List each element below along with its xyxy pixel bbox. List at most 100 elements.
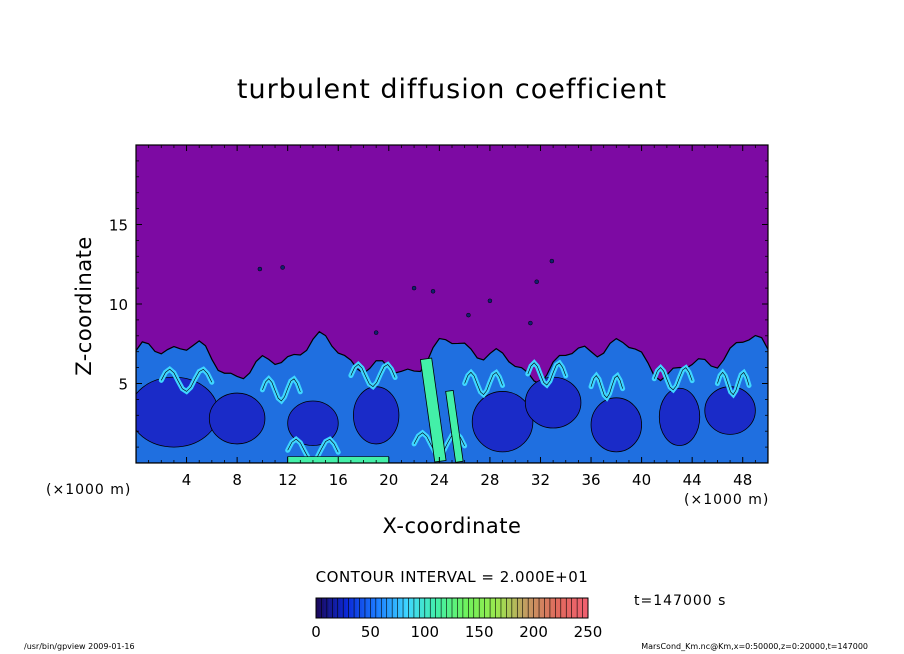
colorbar-cell bbox=[566, 598, 570, 618]
colorbar-cell bbox=[427, 598, 431, 618]
swirl-contour bbox=[350, 364, 396, 388]
x-tick-label: 36 bbox=[581, 471, 600, 489]
colorbar-cell bbox=[490, 598, 494, 618]
colorbar-cell bbox=[392, 598, 396, 618]
swirl-contour bbox=[653, 367, 693, 391]
y-tick-label: 5 bbox=[118, 376, 128, 394]
swirl-contour bbox=[262, 378, 301, 402]
y-tick-label: 15 bbox=[109, 217, 128, 235]
colorbar-cell bbox=[443, 598, 447, 618]
x-axis-ticks: 4 8 12 16 20 24 28 32 36 40 44 48 bbox=[148, 145, 756, 489]
eddy bbox=[208, 392, 266, 445]
colorbar-cell bbox=[367, 598, 371, 618]
colorbar-cell bbox=[400, 598, 404, 618]
swirl-contour bbox=[527, 362, 567, 386]
colorbar-cell bbox=[324, 598, 328, 618]
colorbar-cell bbox=[397, 598, 401, 618]
colorbar-cell bbox=[571, 598, 575, 618]
colorbar-cell bbox=[343, 598, 347, 618]
speck bbox=[430, 289, 436, 294]
colorbar-cell bbox=[351, 598, 355, 618]
colorbar-cell bbox=[549, 598, 553, 618]
colorbar-cell bbox=[432, 598, 436, 618]
y-axis-ticks: 5 10 15 bbox=[109, 160, 768, 448]
colorbar-cell bbox=[498, 598, 502, 618]
x-tick-label: 32 bbox=[531, 471, 550, 489]
eddy bbox=[471, 391, 534, 453]
colorbar-cell bbox=[528, 598, 532, 618]
x-unit-label-left: (×1000 m) bbox=[46, 482, 132, 498]
colorbar-cell bbox=[552, 598, 556, 618]
contour-interval-text: CONTOUR INTERVAL = 2.000E+01 bbox=[315, 568, 589, 586]
colorbar-tick-label: 250 bbox=[574, 623, 603, 641]
colorbar-cell bbox=[446, 598, 450, 618]
colorbar-cell bbox=[321, 598, 325, 618]
colorbar-cell bbox=[506, 598, 510, 618]
colorbar-cell bbox=[348, 598, 352, 618]
x-unit-label-right: (×1000 m) bbox=[684, 492, 770, 508]
eddy bbox=[590, 397, 642, 453]
colorbar-cell bbox=[487, 598, 491, 618]
y-tick-label: 10 bbox=[109, 296, 128, 314]
colorbar-cell bbox=[438, 598, 442, 618]
colorbar-cell bbox=[337, 598, 341, 618]
speck bbox=[528, 320, 533, 326]
colorbar-cell bbox=[435, 598, 439, 618]
colorbar-cell bbox=[356, 598, 360, 618]
colorbar-cell bbox=[430, 598, 434, 618]
footer-program-info: /usr/bin/gpview 2009-01-16 bbox=[24, 642, 135, 651]
y-axis-label: Z-coordinate bbox=[72, 236, 96, 376]
colorbar-cell bbox=[544, 598, 548, 618]
swirl-contour bbox=[717, 371, 750, 396]
colorbar-cell bbox=[424, 598, 428, 618]
x-tick-label: 24 bbox=[430, 471, 449, 489]
colorbar-tick-label: 200 bbox=[519, 623, 548, 641]
colorbar-cell bbox=[457, 598, 461, 618]
plume bbox=[419, 357, 447, 463]
x-axis-label: X-coordinate bbox=[382, 514, 522, 538]
colorbar-cell bbox=[462, 598, 466, 618]
time-text: t=147000 s bbox=[634, 593, 727, 609]
speck bbox=[487, 298, 493, 304]
swirl-contour bbox=[161, 368, 213, 392]
colorbar-cell bbox=[533, 598, 537, 618]
speck bbox=[534, 279, 539, 284]
colorbar-cell bbox=[547, 598, 551, 618]
colorbar-cell bbox=[449, 598, 453, 618]
colorbar-cell bbox=[416, 598, 420, 618]
colorbar-cell bbox=[563, 598, 567, 618]
colorbar-cell bbox=[405, 598, 409, 618]
colorbar-cell bbox=[541, 598, 545, 618]
swirl-contour bbox=[590, 375, 623, 399]
colorbar-cell bbox=[471, 598, 475, 618]
colorbar-cell bbox=[530, 598, 534, 618]
speck bbox=[549, 258, 555, 264]
colorbar-cell bbox=[492, 598, 496, 618]
colorbar-tick-label: 100 bbox=[410, 623, 439, 641]
colorbar-cell bbox=[373, 598, 377, 618]
colorbar-frame bbox=[315, 597, 589, 619]
x-tick-label: 48 bbox=[733, 471, 752, 489]
colorbar-cell bbox=[381, 598, 385, 618]
colorbar-cell bbox=[473, 598, 477, 618]
colorbar-cell bbox=[452, 598, 456, 618]
colorbar-cell bbox=[394, 598, 398, 618]
colorbar-cell bbox=[574, 598, 578, 618]
x-tick-label: 4 bbox=[182, 471, 192, 489]
colorbar-cell bbox=[558, 598, 562, 618]
speck bbox=[280, 265, 285, 270]
colorbar-cell bbox=[370, 598, 374, 618]
colorbar-cell bbox=[465, 598, 469, 618]
eddy bbox=[658, 387, 701, 446]
colorbar-cell bbox=[354, 598, 358, 618]
turbulence-field bbox=[136, 258, 768, 463]
colorbar-cell bbox=[500, 598, 504, 618]
colorbar-cell bbox=[511, 598, 515, 618]
colorbar-cell bbox=[468, 598, 472, 618]
colorbar-cell bbox=[525, 598, 529, 618]
colorbar-cell bbox=[441, 598, 445, 618]
colorbar-cell bbox=[413, 598, 417, 618]
colorbar-cell bbox=[454, 598, 458, 618]
